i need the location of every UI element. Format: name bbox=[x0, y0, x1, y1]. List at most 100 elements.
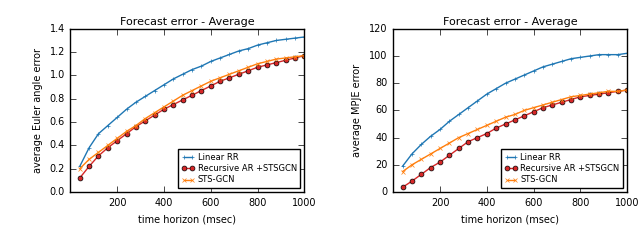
STS-GCN bbox=[179, 94, 186, 97]
Recursive AR +STSGCN bbox=[455, 147, 463, 150]
Recursive AR +STSGCN bbox=[558, 101, 566, 104]
Linear RR bbox=[483, 93, 491, 96]
Linear RR bbox=[455, 113, 463, 116]
Linear RR bbox=[85, 146, 93, 149]
STS-GCN bbox=[151, 111, 159, 114]
Recursive AR +STSGCN bbox=[76, 177, 84, 180]
Recursive AR +STSGCN bbox=[539, 106, 547, 109]
STS-GCN bbox=[520, 109, 528, 112]
X-axis label: time horizon (msec): time horizon (msec) bbox=[138, 215, 236, 224]
Recursive AR +STSGCN bbox=[170, 103, 177, 106]
STS-GCN bbox=[474, 128, 481, 131]
X-axis label: time horizon (msec): time horizon (msec) bbox=[461, 215, 559, 224]
Linear RR bbox=[179, 73, 186, 76]
Linear RR bbox=[235, 49, 243, 52]
Recursive AR +STSGCN bbox=[483, 132, 491, 135]
Recursive AR +STSGCN bbox=[301, 54, 308, 57]
STS-GCN bbox=[188, 89, 196, 92]
STS-GCN bbox=[160, 105, 168, 108]
STS-GCN bbox=[492, 120, 500, 123]
Recursive AR +STSGCN bbox=[282, 59, 289, 62]
Recursive AR +STSGCN bbox=[291, 56, 299, 59]
Recursive AR +STSGCN bbox=[623, 89, 631, 91]
Linear RR bbox=[301, 36, 308, 38]
Linear RR bbox=[520, 74, 528, 77]
Recursive AR +STSGCN bbox=[427, 166, 435, 169]
Linear RR bbox=[273, 39, 280, 42]
Legend: Linear RR, Recursive AR +STSGCN, STS-GCN: Linear RR, Recursive AR +STSGCN, STS-GCN bbox=[179, 149, 300, 188]
Recursive AR +STSGCN bbox=[132, 125, 140, 128]
Title: Forecast error - Average: Forecast error - Average bbox=[443, 17, 577, 27]
Recursive AR +STSGCN bbox=[179, 98, 186, 101]
Recursive AR +STSGCN bbox=[399, 186, 406, 189]
STS-GCN bbox=[291, 55, 299, 58]
Recursive AR +STSGCN bbox=[141, 120, 149, 122]
Recursive AR +STSGCN bbox=[614, 90, 621, 93]
STS-GCN bbox=[399, 170, 406, 173]
STS-GCN bbox=[511, 113, 519, 116]
Recursive AR +STSGCN bbox=[151, 114, 159, 116]
Recursive AR +STSGCN bbox=[511, 119, 519, 121]
Line: STS-GCN: STS-GCN bbox=[400, 88, 630, 174]
Linear RR bbox=[530, 70, 538, 72]
Recursive AR +STSGCN bbox=[445, 154, 453, 157]
STS-GCN bbox=[253, 62, 261, 65]
Linear RR bbox=[464, 106, 472, 109]
STS-GCN bbox=[436, 147, 444, 150]
STS-GCN bbox=[577, 94, 584, 97]
STS-GCN bbox=[113, 137, 121, 140]
Line: Linear RR: Linear RR bbox=[400, 51, 630, 168]
Linear RR bbox=[399, 165, 406, 168]
Linear RR bbox=[104, 124, 111, 127]
STS-GCN bbox=[207, 80, 214, 83]
Recursive AR +STSGCN bbox=[160, 108, 168, 111]
STS-GCN bbox=[170, 100, 177, 102]
Recursive AR +STSGCN bbox=[586, 94, 594, 97]
Linear RR bbox=[132, 101, 140, 104]
STS-GCN bbox=[408, 163, 416, 166]
STS-GCN bbox=[417, 158, 425, 161]
Linear RR bbox=[539, 66, 547, 68]
STS-GCN bbox=[483, 124, 491, 127]
STS-GCN bbox=[548, 101, 556, 104]
Linear RR bbox=[244, 47, 252, 50]
STS-GCN bbox=[623, 89, 631, 91]
Linear RR bbox=[188, 68, 196, 71]
Recursive AR +STSGCN bbox=[605, 91, 612, 94]
STS-GCN bbox=[85, 158, 93, 161]
Linear RR bbox=[595, 53, 603, 56]
Recursive AR +STSGCN bbox=[548, 103, 556, 106]
Linear RR bbox=[614, 53, 621, 56]
Recursive AR +STSGCN bbox=[474, 136, 481, 139]
STS-GCN bbox=[104, 144, 111, 147]
Line: Recursive AR +STSGCN: Recursive AR +STSGCN bbox=[400, 88, 630, 190]
Linear RR bbox=[623, 52, 631, 55]
Recursive AR +STSGCN bbox=[263, 64, 271, 66]
Title: Forecast error - Average: Forecast error - Average bbox=[120, 17, 255, 27]
Linear RR bbox=[605, 53, 612, 56]
Recursive AR +STSGCN bbox=[273, 61, 280, 64]
Recursive AR +STSGCN bbox=[502, 123, 509, 126]
Linear RR bbox=[436, 128, 444, 131]
Recursive AR +STSGCN bbox=[253, 66, 261, 69]
STS-GCN bbox=[595, 91, 603, 94]
Linear RR bbox=[76, 165, 84, 168]
STS-GCN bbox=[235, 69, 243, 72]
Linear RR bbox=[170, 78, 177, 80]
Linear RR bbox=[207, 60, 214, 63]
STS-GCN bbox=[567, 95, 575, 98]
Line: STS-GCN: STS-GCN bbox=[77, 53, 307, 171]
STS-GCN bbox=[273, 58, 280, 60]
Recursive AR +STSGCN bbox=[104, 146, 111, 149]
Linear RR bbox=[253, 44, 261, 47]
Linear RR bbox=[586, 54, 594, 57]
STS-GCN bbox=[132, 124, 140, 127]
Recursive AR +STSGCN bbox=[123, 132, 131, 135]
STS-GCN bbox=[427, 152, 435, 155]
Linear RR bbox=[567, 57, 575, 60]
Recursive AR +STSGCN bbox=[520, 114, 528, 117]
Recursive AR +STSGCN bbox=[530, 110, 538, 113]
STS-GCN bbox=[226, 73, 234, 76]
Line: Recursive AR +STSGCN: Recursive AR +STSGCN bbox=[77, 53, 307, 180]
Linear RR bbox=[548, 63, 556, 66]
